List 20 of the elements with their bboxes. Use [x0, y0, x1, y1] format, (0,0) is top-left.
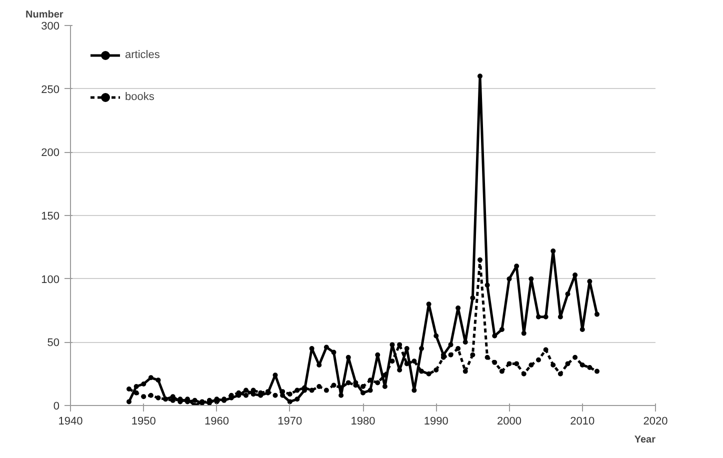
legend-label: books: [125, 91, 154, 103]
x-tick-label: 2020: [643, 416, 668, 428]
x-tick-label: 1960: [204, 416, 229, 428]
y-axis-title: Number: [26, 10, 64, 20]
y-tick-label: 100: [41, 274, 60, 286]
y-tick-label: 150: [41, 210, 60, 222]
y-tick-label: 0: [53, 400, 60, 412]
y-tick-label: 300: [41, 20, 60, 32]
y-tick-label: 250: [41, 84, 60, 96]
x-tick-label: 1950: [131, 416, 156, 428]
x-tick-label: 1970: [278, 416, 302, 428]
y-tick-label: 50: [47, 337, 60, 350]
x-tick-label: 1980: [350, 416, 376, 428]
x-tick-label: 1940: [58, 416, 83, 428]
y-tick-label: 200: [41, 147, 60, 160]
x-tick-label: 2010: [570, 416, 595, 428]
legend-label: articles: [125, 49, 160, 61]
x-tick-label: 2000: [497, 416, 522, 428]
x-tick-label: 1990: [424, 416, 448, 428]
x-axis-title: Year: [634, 434, 656, 446]
